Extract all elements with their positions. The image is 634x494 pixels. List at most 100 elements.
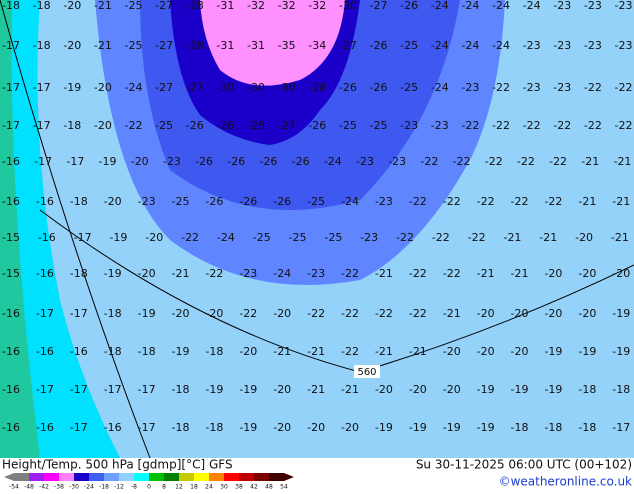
temp-label: -18 bbox=[33, 39, 51, 52]
temp-label: -31 bbox=[216, 0, 234, 12]
temp-label: -23 bbox=[163, 155, 181, 168]
footer-title: Height/Temp. 500 hPa [gdmp][°C] GFS bbox=[2, 458, 233, 472]
temp-label: -19 bbox=[544, 383, 562, 396]
temp-label: -17 bbox=[70, 307, 88, 320]
temp-label: -18 bbox=[104, 345, 122, 358]
legend-swatch bbox=[209, 473, 224, 481]
legend-swatch bbox=[44, 473, 59, 481]
temp-label: -18 bbox=[63, 119, 81, 132]
temp-label: -21 bbox=[477, 267, 495, 280]
temp-label: -17 bbox=[66, 155, 84, 168]
temp-label: -19 bbox=[172, 345, 190, 358]
temp-label: -19 bbox=[511, 383, 529, 396]
legend-label: 38 bbox=[235, 484, 243, 491]
legend-label: 24 bbox=[205, 484, 213, 491]
temp-label: -17 bbox=[70, 383, 88, 396]
temp-label: -18 bbox=[70, 267, 88, 280]
temp-label: -25 bbox=[155, 119, 173, 132]
temp-label: -18 bbox=[138, 345, 156, 358]
temp-label: -19 bbox=[612, 307, 630, 320]
temp-label: -21 bbox=[375, 345, 393, 358]
legend-label: 0 bbox=[147, 484, 151, 491]
temp-label: -34 bbox=[308, 39, 326, 52]
temp-label: -21 bbox=[503, 231, 521, 244]
temp-label: -22 bbox=[432, 231, 450, 244]
temp-label: -20 bbox=[341, 421, 359, 434]
temp-label: -22 bbox=[205, 267, 223, 280]
temp-label: -32 bbox=[247, 0, 265, 12]
temp-label: -16 bbox=[2, 345, 20, 358]
temp-label: -16 bbox=[2, 155, 20, 168]
legend-label: -8 bbox=[131, 484, 137, 491]
temp-label: -19 bbox=[544, 345, 562, 358]
temp-label: -22 bbox=[584, 81, 602, 94]
temp-label: -23 bbox=[523, 81, 541, 94]
legend-swatch bbox=[134, 473, 149, 481]
temp-label: -22 bbox=[409, 267, 427, 280]
temp-label: -20 bbox=[94, 119, 112, 132]
temp-label: -20 bbox=[544, 307, 562, 320]
temp-label: -15 bbox=[2, 267, 20, 280]
footer-credit: ©weatheronline.co.uk bbox=[499, 475, 632, 489]
temp-label: -17 bbox=[2, 119, 20, 132]
temp-label: -19 bbox=[104, 267, 122, 280]
temp-label: -22 bbox=[307, 307, 325, 320]
temp-label: -22 bbox=[375, 307, 393, 320]
temp-label: -21 bbox=[539, 231, 557, 244]
temp-label: -30 bbox=[247, 81, 265, 94]
temp-label: -21 bbox=[94, 0, 112, 12]
temp-label: -18 bbox=[612, 383, 630, 396]
temp-label: -23 bbox=[461, 81, 479, 94]
temp-label: -19 bbox=[239, 383, 257, 396]
temp-label: -17 bbox=[74, 231, 92, 244]
temp-label: -24 bbox=[492, 39, 510, 52]
temp-label: -16 bbox=[2, 383, 20, 396]
temp-label: -22 bbox=[492, 119, 510, 132]
temp-label: -20 bbox=[63, 0, 81, 12]
legend-label: 54 bbox=[280, 484, 288, 491]
temp-label: -23 bbox=[615, 39, 633, 52]
temp-label: -18 bbox=[33, 0, 51, 12]
temp-label: -23 bbox=[615, 0, 633, 12]
temp-label: -16 bbox=[36, 421, 54, 434]
temp-label: -22 bbox=[341, 307, 359, 320]
cold-band-edge bbox=[0, 0, 40, 458]
temp-label: -18 bbox=[544, 421, 562, 434]
temp-label: -32 bbox=[278, 0, 296, 12]
temp-label: -22 bbox=[239, 307, 257, 320]
temp-label: -22 bbox=[443, 267, 461, 280]
temp-label: -25 bbox=[172, 195, 190, 208]
temp-label: -17 bbox=[612, 421, 630, 434]
legend-label: -54 bbox=[9, 484, 19, 491]
temp-label: -23 bbox=[388, 155, 406, 168]
temp-label: -16 bbox=[70, 345, 88, 358]
temp-label: -20 bbox=[575, 231, 593, 244]
temp-label: -20 bbox=[409, 383, 427, 396]
temp-label: -18 bbox=[104, 307, 122, 320]
temp-label: -18 bbox=[205, 421, 223, 434]
temp-label: -20 bbox=[205, 307, 223, 320]
temp-label: -25 bbox=[307, 195, 325, 208]
legend-swatch bbox=[269, 473, 284, 481]
contour-label-box bbox=[354, 365, 380, 378]
temp-label: -19 bbox=[205, 383, 223, 396]
temp-label: -27 bbox=[155, 81, 173, 94]
temp-label: -18 bbox=[578, 421, 596, 434]
temp-label: -24 bbox=[125, 81, 143, 94]
temp-label: -21 bbox=[375, 267, 393, 280]
temp-label: -21 bbox=[94, 39, 112, 52]
legend: -54 -48 -42 -38 -30 -24 -18 -12 -8 0 8 12 18 24 30 38 42… bbox=[4, 473, 294, 491]
legend-swatch bbox=[164, 473, 179, 481]
temp-label: -25 bbox=[400, 39, 418, 52]
temp-label: -27 bbox=[155, 39, 173, 52]
temp-label: -26 bbox=[195, 155, 213, 168]
temp-label: -21 bbox=[443, 307, 461, 320]
temp-label: -18 bbox=[2, 0, 20, 12]
temp-label: -20 bbox=[443, 383, 461, 396]
temp-label: -25 bbox=[400, 81, 418, 94]
legend-swatch bbox=[149, 473, 164, 481]
temp-label: -28 bbox=[247, 119, 265, 132]
temp-label: -32 bbox=[308, 0, 326, 12]
temp-label: -17 bbox=[36, 383, 54, 396]
